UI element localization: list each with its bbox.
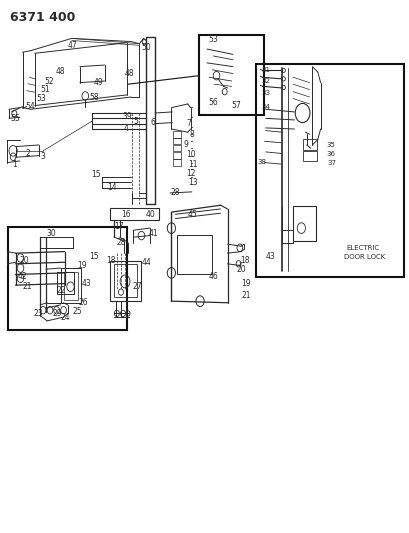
- Text: 12: 12: [186, 169, 196, 178]
- Text: 52: 52: [44, 77, 54, 85]
- Text: 13: 13: [188, 179, 198, 187]
- Text: 18: 18: [106, 256, 115, 264]
- Text: 43: 43: [265, 253, 275, 261]
- Text: 16: 16: [121, 210, 130, 219]
- Text: 49: 49: [93, 78, 103, 87]
- Bar: [114, 264, 136, 297]
- Text: 46: 46: [209, 272, 218, 280]
- Text: 19: 19: [77, 261, 86, 270]
- Text: 43: 43: [81, 279, 91, 288]
- Text: 34: 34: [261, 103, 270, 110]
- Text: 53: 53: [208, 36, 218, 44]
- Text: 5: 5: [133, 117, 138, 126]
- Bar: [56, 272, 74, 294]
- Text: 20: 20: [20, 256, 29, 264]
- Text: 21: 21: [22, 282, 32, 291]
- Bar: [292, 206, 315, 241]
- Text: 54: 54: [25, 102, 35, 111]
- Text: 19: 19: [240, 279, 250, 288]
- Text: 18: 18: [239, 256, 249, 264]
- Text: 9: 9: [183, 141, 188, 149]
- Text: 11: 11: [187, 160, 197, 168]
- Text: 25: 25: [73, 308, 82, 316]
- Text: 8: 8: [189, 130, 194, 139]
- Text: 15: 15: [89, 253, 99, 261]
- Text: 20: 20: [236, 265, 246, 273]
- Text: 39: 39: [122, 112, 132, 120]
- Text: ELECTRIC: ELECTRIC: [346, 245, 379, 252]
- Bar: [256, 64, 403, 277]
- Text: 48: 48: [55, 68, 65, 76]
- Text: 47: 47: [67, 41, 77, 50]
- Text: 42: 42: [17, 272, 27, 280]
- Text: 48: 48: [125, 69, 134, 78]
- Text: 6: 6: [151, 118, 155, 127]
- Text: 33: 33: [261, 90, 270, 96]
- Text: 32: 32: [261, 78, 270, 84]
- Text: 29: 29: [52, 309, 62, 318]
- Bar: [302, 139, 316, 150]
- Text: 58: 58: [89, 93, 99, 102]
- Text: 1: 1: [12, 160, 17, 168]
- Text: 21: 21: [240, 292, 250, 300]
- Text: 22: 22: [56, 286, 66, 295]
- Text: 15: 15: [91, 171, 100, 179]
- Text: 6371 400: 6371 400: [10, 11, 75, 24]
- Bar: [8, 227, 127, 330]
- Text: 17: 17: [114, 222, 123, 231]
- Bar: [173, 131, 181, 138]
- Bar: [302, 151, 316, 161]
- Text: 10: 10: [186, 150, 196, 159]
- Text: 40: 40: [145, 210, 155, 219]
- Bar: [110, 208, 159, 220]
- Text: 36: 36: [325, 150, 334, 157]
- Text: 50: 50: [141, 44, 151, 52]
- Text: 37: 37: [326, 159, 335, 166]
- Text: 31: 31: [261, 67, 270, 74]
- Bar: [61, 268, 81, 303]
- Text: 27: 27: [132, 282, 141, 291]
- Text: 28: 28: [170, 189, 179, 197]
- Text: 51: 51: [40, 85, 49, 94]
- Text: 24: 24: [61, 313, 70, 321]
- Bar: [173, 152, 181, 159]
- Text: 53: 53: [36, 94, 46, 102]
- Bar: [177, 235, 211, 274]
- Text: 56: 56: [208, 98, 218, 107]
- Text: 38: 38: [257, 159, 266, 165]
- Text: 3: 3: [40, 152, 45, 161]
- Text: 23: 23: [34, 309, 43, 318]
- Text: 41: 41: [148, 229, 157, 238]
- Text: 45: 45: [187, 210, 197, 219]
- Text: 7: 7: [186, 119, 191, 128]
- Text: 2: 2: [25, 149, 30, 158]
- Text: 26: 26: [79, 298, 88, 307]
- Bar: [198, 35, 264, 115]
- Text: 4: 4: [124, 125, 128, 133]
- Bar: [110, 261, 140, 301]
- Text: 44: 44: [141, 258, 151, 266]
- Bar: [173, 145, 181, 151]
- Bar: [173, 159, 181, 166]
- Text: 14: 14: [107, 183, 117, 192]
- Text: 35: 35: [325, 142, 334, 148]
- Text: 30: 30: [46, 229, 56, 238]
- Text: 55: 55: [10, 114, 20, 123]
- Text: DOOR LOCK: DOOR LOCK: [343, 254, 384, 260]
- Bar: [173, 138, 181, 144]
- Text: 28: 28: [117, 238, 126, 247]
- Bar: [63, 272, 78, 300]
- Text: 57: 57: [231, 101, 241, 110]
